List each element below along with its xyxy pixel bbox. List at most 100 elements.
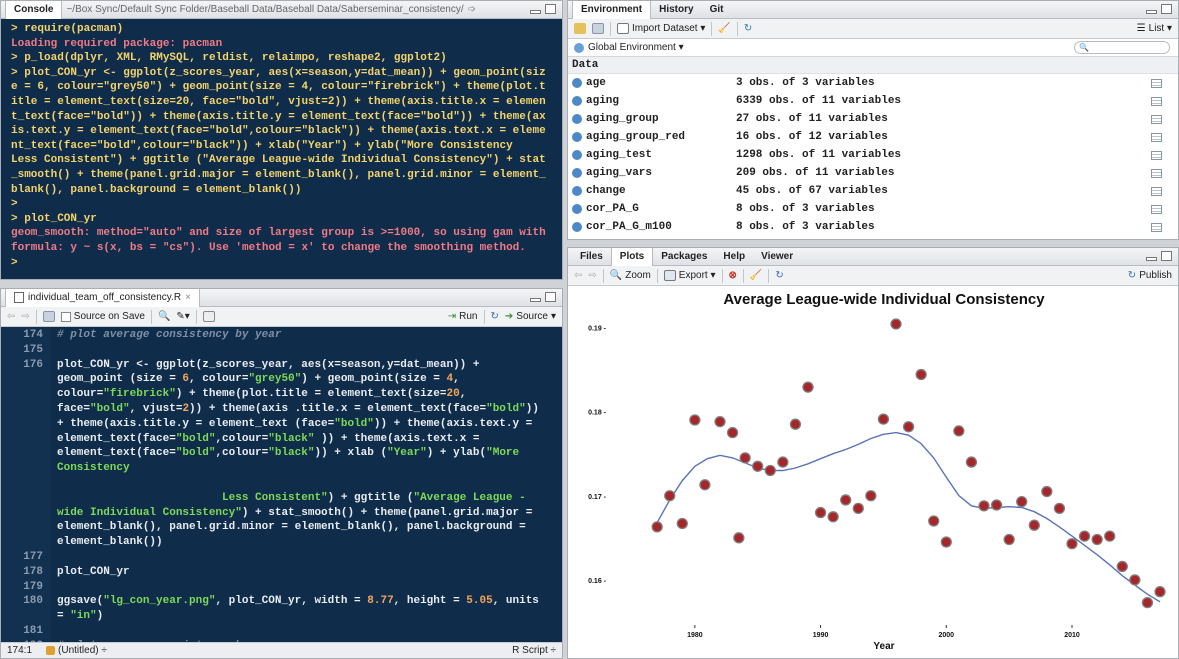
console-output[interactable]: > require(pacman) Loading required packag… (1, 19, 562, 279)
tab-environment[interactable]: Environment (572, 1, 652, 19)
code-editor[interactable]: 174 # plot average consistency by year 175… (1, 327, 562, 642)
minimize-button[interactable] (530, 298, 541, 302)
remove-plot-icon[interactable]: ⊗ (728, 270, 737, 281)
zoom-button[interactable]: 🔍 Zoom (610, 270, 651, 281)
plots-pane: Files Plots Packages Help Viewer ⇦ ⇨ 🔍 Zo… (567, 247, 1179, 659)
refresh-icon[interactable]: ↻ (775, 270, 784, 281)
view-table-icon[interactable] (1151, 132, 1162, 142)
save-icon[interactable] (42, 311, 55, 322)
save-icon[interactable] (592, 23, 604, 34)
x-axis-label: Year (873, 641, 894, 652)
console-tab[interactable]: Console (5, 1, 63, 19)
env-object-row[interactable]: aging_vars 209 obs. of 11 variables (568, 164, 1178, 182)
data-point (777, 456, 789, 468)
forward-arrow-icon[interactable]: ⇨ (21, 311, 30, 322)
env-toolbar: Import Dataset ▾ 🧹 ↻ ☰ List ▾ (568, 19, 1178, 39)
code-line: 176 plot_CON_yr <- ggplot(z_scores_year, … (1, 358, 562, 550)
env-object-row[interactable]: aging_group_red 16 obs. of 12 variables (568, 128, 1178, 146)
data-point (714, 416, 726, 428)
env-object-row[interactable]: cor_PA_G_m100 8 obs. of 3 variables (568, 218, 1178, 236)
code-text (45, 343, 550, 358)
toolbar-separator (742, 268, 744, 283)
maximize-button[interactable] (545, 4, 556, 14)
expand-icon[interactable] (572, 114, 582, 124)
publish-icon: ↻ (1127, 270, 1137, 281)
publish-button[interactable]: ↻ Publish (1128, 270, 1172, 281)
view-table-icon[interactable] (1151, 114, 1162, 124)
globe-icon (574, 42, 584, 53)
expand-icon[interactable] (572, 168, 582, 178)
tab-history[interactable]: History (659, 3, 694, 15)
goto-dir-icon[interactable]: ➩ (467, 4, 476, 15)
file-type-selector[interactable]: R Script ÷ (512, 645, 556, 656)
expand-icon[interactable] (572, 186, 582, 196)
env-object-row[interactable]: aging 6339 obs. of 11 variables (568, 92, 1178, 110)
env-object-row[interactable]: change 45 obs. of 67 variables (568, 182, 1178, 200)
object-name: aging_test (586, 149, 653, 161)
wand-icon[interactable]: ✎▾ (176, 311, 190, 322)
env-object-row[interactable]: aging_group 27 obs. of 11 variables (568, 110, 1178, 128)
object-summary: 3 obs. of 3 variables (736, 77, 875, 89)
expand-icon[interactable] (572, 204, 582, 214)
data-point (1104, 530, 1116, 542)
scope-icon (46, 646, 56, 655)
broom-icon[interactable]: 🧹 (749, 270, 763, 281)
export-button[interactable]: Export ▾ (663, 270, 716, 281)
y-tick-label: 0.18 - (588, 410, 607, 417)
expand-icon[interactable] (572, 150, 582, 160)
view-table-icon[interactable] (1151, 96, 1162, 106)
broom-icon[interactable]: 🧹 (718, 23, 731, 34)
env-search-input[interactable]: 🔍 (1074, 41, 1170, 54)
code-line: 181 (1, 624, 562, 639)
source-button[interactable]: ➔ Source ▾ (505, 311, 556, 322)
data-point (1066, 538, 1078, 550)
environment-selector[interactable]: Global Environment ▾ (588, 42, 684, 53)
tab-files[interactable]: Files (580, 250, 603, 262)
minimize-button[interactable] (1146, 10, 1157, 14)
editor-file-name: individual_team_off_consistency.R (28, 291, 182, 303)
run-button[interactable]: ⇥ Run (448, 311, 478, 322)
tab-plots[interactable]: Plots (610, 248, 654, 266)
scope-selector[interactable]: (Untitled) ÷ (46, 645, 107, 656)
refresh-icon[interactable]: ↻ (743, 23, 753, 34)
editor-file-tab[interactable]: individual_team_off_consistency.R × (5, 289, 200, 307)
code-text: plot_CON_yr <- ggplot(z_scores_year, aes… (57, 358, 546, 549)
expand-icon[interactable] (572, 78, 582, 88)
expand-icon[interactable] (572, 222, 582, 232)
minimize-button[interactable] (1146, 257, 1157, 261)
list-view-button[interactable]: ☰ List ▾ (1137, 23, 1172, 34)
tab-viewer[interactable]: Viewer (761, 250, 794, 262)
back-arrow-icon[interactable]: ⇦ (7, 311, 16, 322)
tab-help[interactable]: Help (723, 250, 746, 262)
forward-arrow-icon[interactable]: ⇨ (588, 270, 597, 281)
rerun-icon[interactable]: ↻ (490, 311, 499, 322)
env-object-row[interactable]: age 3 obs. of 3 variables (568, 74, 1178, 92)
close-tab-icon[interactable]: × (185, 291, 191, 303)
minimize-button[interactable] (530, 10, 541, 14)
tab-git[interactable]: Git (709, 3, 724, 15)
view-table-icon[interactable] (1151, 204, 1162, 214)
open-folder-icon[interactable] (574, 23, 586, 34)
line-number: 182 (1, 639, 45, 642)
env-object-row[interactable]: aging_test 1298 obs. of 11 variables (568, 146, 1178, 164)
expand-icon[interactable] (572, 132, 582, 142)
source-on-save-checkbox[interactable]: Source on Save (60, 311, 145, 322)
env-object-row[interactable]: cor_PA_G 8 obs. of 3 variables (568, 200, 1178, 218)
import-dataset-button[interactable]: Import Dataset ▾ (617, 23, 705, 34)
view-table-icon[interactable] (1151, 78, 1162, 88)
view-table-icon[interactable] (1151, 150, 1162, 160)
view-table-icon[interactable] (1151, 186, 1162, 196)
search-icon[interactable]: 🔍 (157, 311, 171, 322)
console-line: Less Consistent") + ggtitle ("Average Le… (11, 154, 546, 196)
maximize-button[interactable] (1161, 4, 1172, 14)
maximize-button[interactable] (545, 292, 556, 302)
view-table-icon[interactable] (1151, 168, 1162, 178)
object-name: aging_vars (586, 167, 653, 179)
expand-icon[interactable] (572, 96, 582, 106)
maximize-button[interactable] (1161, 251, 1172, 261)
tab-packages[interactable]: Packages (661, 250, 708, 262)
run-label: Run (459, 311, 478, 322)
back-arrow-icon[interactable]: ⇦ (574, 270, 583, 281)
compile-notebook-icon[interactable] (202, 311, 215, 322)
view-table-icon[interactable] (1151, 222, 1162, 232)
